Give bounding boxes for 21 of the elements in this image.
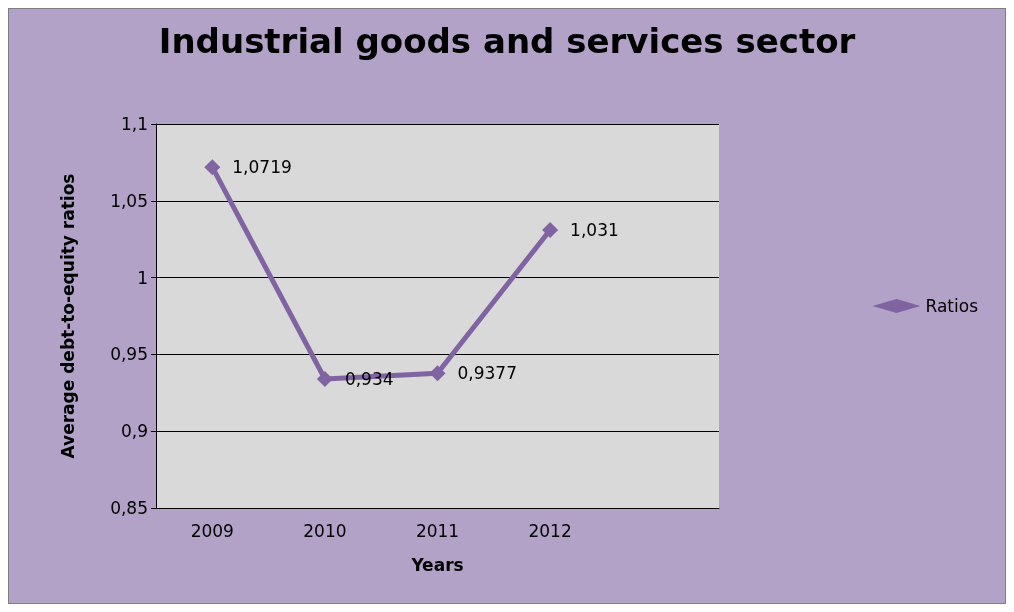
y-tick-label: 0,85 <box>110 498 148 518</box>
chart-title: Industrial goods and services sector <box>158 21 856 61</box>
x-tick-label: 2010 <box>303 520 347 541</box>
point <box>204 159 221 176</box>
y-tick-label: 1 <box>137 267 148 288</box>
y-tick-label: 0,95 <box>110 344 148 365</box>
y-tick-label: 0,9 <box>120 421 148 442</box>
data-label: 1,031 <box>570 219 619 240</box>
x-tick-label: 2011 <box>415 520 460 541</box>
data-label: 1,0719 <box>232 157 292 178</box>
y-axis-title: Average debt-to-equity ratios <box>57 173 78 459</box>
point <box>316 370 333 387</box>
x-tick-label: 2009 <box>190 520 234 541</box>
legend-label: Ratios <box>925 296 979 316</box>
x-axis-title: Years <box>410 554 464 575</box>
y-tick-label: 1,1 <box>120 114 148 134</box>
y-tick-label: 1,05 <box>110 190 148 211</box>
data-label: 0,9377 <box>457 363 517 384</box>
x-tick-label: 2012 <box>528 520 572 541</box>
data-label: 0,934 <box>344 368 394 389</box>
point <box>542 221 559 238</box>
